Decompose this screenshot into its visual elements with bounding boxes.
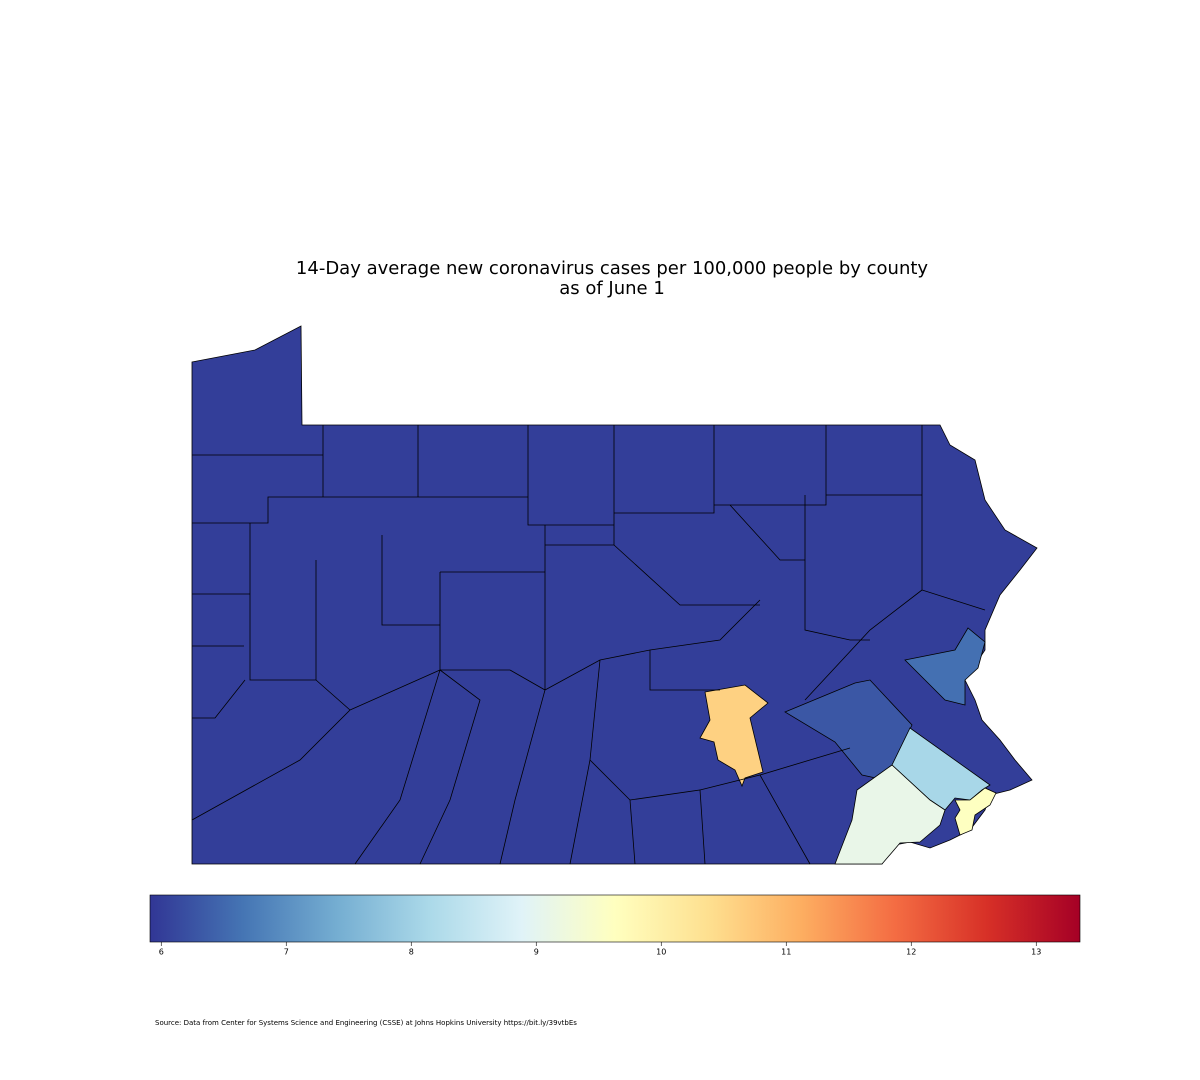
county-region	[834, 764, 946, 865]
county-borders	[191, 425, 986, 865]
colorbar-tick-label: 13	[1031, 948, 1041, 957]
colorbar-tick-label: 10	[656, 948, 666, 957]
colorbar-tick-label: 7	[284, 948, 289, 957]
county-region	[954, 787, 997, 836]
colorbar	[149, 894, 1081, 943]
title-line: 14-Day average new coronavirus cases per…	[296, 258, 929, 279]
colorbar-tick-label: 6	[159, 948, 164, 957]
county-region	[904, 627, 986, 706]
source-note: Source: Data from Center for Systems Sci…	[155, 1019, 577, 1027]
colorbar-tick-label: 8	[409, 948, 414, 957]
colorbar-tick-label: 9	[534, 948, 539, 957]
colorbar-tick-label: 11	[781, 948, 791, 957]
title-line: as of June 1	[559, 278, 665, 299]
colorbar-tick-label: 12	[906, 948, 916, 957]
map	[191, 325, 1038, 865]
county-region	[699, 684, 769, 788]
colorbar-ticks: 6 7 8 9 10 11 12 13	[159, 942, 1041, 957]
